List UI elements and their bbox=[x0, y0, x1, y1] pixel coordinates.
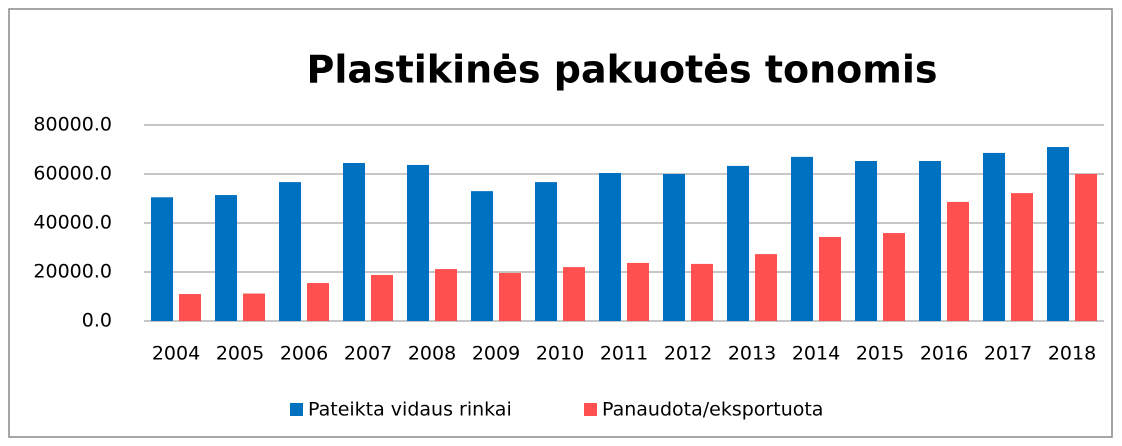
x-tick-label: 2013 bbox=[728, 343, 776, 365]
bar bbox=[1075, 174, 1097, 321]
x-tick-label: 2009 bbox=[472, 343, 520, 365]
bar bbox=[627, 262, 649, 321]
x-tick-label: 2005 bbox=[216, 343, 264, 365]
x-tick-label: 2016 bbox=[920, 343, 968, 365]
y-tick-label: 20000.0 bbox=[33, 261, 112, 283]
legend-label: Panaudota/eksportuota bbox=[602, 399, 823, 421]
x-tick-label: 2007 bbox=[344, 343, 392, 365]
bar bbox=[947, 201, 969, 321]
bar bbox=[855, 161, 877, 321]
bar bbox=[435, 269, 457, 321]
x-tick-label: 2011 bbox=[600, 343, 648, 365]
y-tick-label: 80000.0 bbox=[33, 114, 112, 136]
bar bbox=[727, 165, 749, 321]
bar bbox=[691, 263, 713, 321]
x-tick-label: 2012 bbox=[664, 343, 712, 365]
bar bbox=[151, 197, 173, 321]
y-tick-label: 0.0 bbox=[82, 310, 112, 332]
y-tick-label: 40000.0 bbox=[33, 212, 112, 234]
y-tick-label: 60000.0 bbox=[33, 163, 112, 185]
bar bbox=[471, 191, 493, 321]
bar bbox=[563, 267, 585, 321]
x-tick-label: 2014 bbox=[792, 343, 840, 365]
bar bbox=[983, 152, 1005, 321]
bar bbox=[535, 182, 557, 321]
x-tick-label: 2006 bbox=[280, 343, 328, 365]
x-tick-label: 2018 bbox=[1048, 343, 1096, 365]
x-tick-label: 2008 bbox=[408, 343, 456, 365]
x-tick-label: 2017 bbox=[984, 343, 1032, 365]
bar bbox=[215, 195, 237, 321]
bar bbox=[179, 294, 201, 321]
legend-label: Pateikta vidaus rinkai bbox=[308, 399, 512, 421]
bar bbox=[279, 182, 301, 321]
x-tick-label: 2015 bbox=[856, 343, 904, 365]
bar bbox=[883, 233, 905, 321]
bar bbox=[371, 274, 393, 321]
bar bbox=[407, 164, 429, 321]
bar bbox=[791, 156, 813, 321]
x-tick-label: 2010 bbox=[536, 343, 584, 365]
bar bbox=[919, 161, 941, 321]
legend-swatch bbox=[290, 403, 303, 416]
x-tick-label: 2004 bbox=[152, 343, 200, 365]
legend-swatch bbox=[584, 403, 597, 416]
bar bbox=[599, 173, 621, 321]
bar bbox=[343, 162, 365, 321]
bar bbox=[1047, 147, 1069, 321]
chart-title: Plastikinės pakuotės tonomis bbox=[306, 48, 937, 92]
bar bbox=[499, 272, 521, 321]
bar bbox=[1011, 193, 1033, 321]
bar bbox=[819, 236, 841, 321]
bar bbox=[755, 254, 777, 321]
bar bbox=[243, 293, 265, 321]
bar bbox=[307, 283, 329, 321]
bar bbox=[663, 174, 685, 321]
